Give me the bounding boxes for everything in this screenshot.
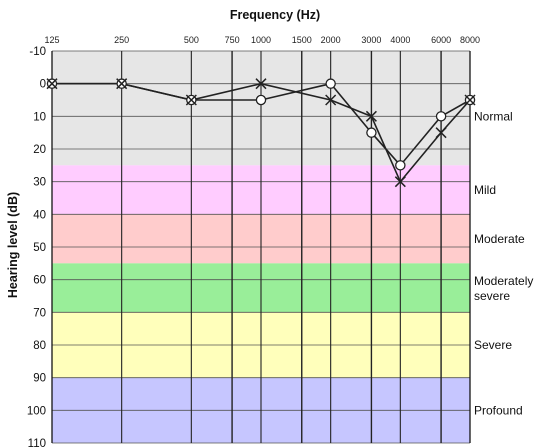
band-label: Moderately severe [474,274,533,303]
y-tick-label: 90 [33,373,46,385]
x-tick-label: 2000 [321,35,341,45]
y-tick-label: 60 [33,275,46,287]
y-tick-label: 80 [33,340,46,352]
y-tick-label: 110 [28,438,46,448]
x-tick-label: 250 [114,35,129,45]
data-point-circle [255,94,267,106]
x-tick-label: 1000 [251,35,271,45]
data-point-cross [394,176,406,188]
data-point-cross [325,94,337,106]
data-point-cross [46,78,58,90]
y-tick-label: 100 [27,405,46,417]
y-tick-label: 70 [33,307,46,319]
y-axis-label: Hearing level (dB) [6,192,20,298]
x-tick-label: 500 [184,35,199,45]
data-point-cross [435,127,447,139]
y-tick-label: 40 [33,209,46,221]
data-point-cross [116,78,128,90]
data-point-cross [185,94,197,106]
y-tick-label: 20 [33,144,46,156]
chart-title: Frequency (Hz) [230,8,320,22]
data-point-cross [365,110,377,122]
series-layer [46,78,476,188]
x-tick-label: 750 [225,35,240,45]
band-label: Profound [474,403,523,417]
axes: 125 250 500 750 1000 1500 2000 3000 4000 6000 8000… [27,35,480,448]
y-tick-label: 50 [33,242,46,254]
x-tick-label: 8000 [460,35,480,45]
band-label: Normal [474,109,513,123]
band-label: Moderate [474,232,525,246]
data-point-cross [464,94,476,106]
band-label: Mild [474,183,496,197]
data-point-circle [435,111,447,122]
y-tick-label: 10 [33,111,46,123]
y-tick-label: 0 [40,79,46,91]
data-point-circle [366,127,377,138]
labels-layer: Normal Mild Moderate Moderately severe Severe… [474,109,533,417]
band-label: Severe [474,338,512,352]
x-tick-label: 1500 [292,35,312,45]
x-tick-label: 125 [44,35,59,45]
x-tick-label: 4000 [390,35,410,45]
y-tick-label: 30 [33,177,46,189]
y-tick-label: -10 [29,46,46,58]
data-point-circle [325,78,336,89]
data-point-cross [255,78,267,90]
x-tick-label: 3000 [361,35,381,45]
x-tick-label: 6000 [431,35,451,45]
data-point-circle [395,160,406,171]
